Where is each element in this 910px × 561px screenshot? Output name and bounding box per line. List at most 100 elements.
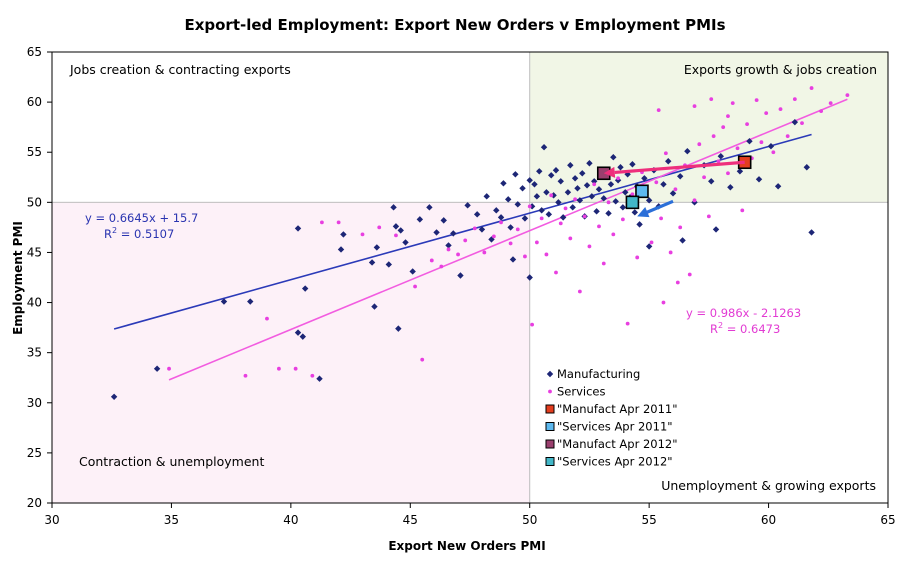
manufacturing-point	[645, 197, 653, 204]
services-point	[726, 114, 730, 119]
services-point	[735, 146, 740, 151]
y-tick-label: 35	[27, 346, 42, 360]
services-point	[678, 225, 683, 230]
manufacturing-point	[397, 227, 404, 234]
manufacturing-point	[402, 239, 409, 246]
manufacturing-point	[538, 207, 545, 214]
legend-label: "Services Apr 2012"	[557, 455, 673, 469]
manufacturing-r2-symbol: R	[104, 227, 112, 241]
manufacturing-point	[727, 184, 734, 191]
services-point	[709, 97, 714, 102]
x-tick-label: 45	[403, 513, 418, 527]
manufacturing-point	[536, 168, 543, 175]
x-tick-label: 50	[522, 513, 537, 527]
services-point	[515, 227, 520, 232]
manufacturing-point	[576, 197, 584, 204]
services-point	[394, 233, 398, 238]
manufacturing-point	[579, 170, 586, 177]
services-point	[243, 373, 248, 378]
manufacturing-point	[755, 176, 763, 183]
services-point	[778, 107, 783, 112]
manufacturing-point	[457, 272, 464, 279]
manufacturing-point	[505, 196, 512, 203]
manufacturing-point	[548, 172, 555, 179]
manufacturing-point	[684, 148, 691, 155]
manufacturing-point	[593, 208, 600, 215]
manufacturing-point	[607, 181, 615, 188]
manufacturing-point	[519, 185, 526, 192]
services-point	[635, 255, 640, 260]
manufacturing-point	[641, 175, 648, 182]
manufacturing-point	[605, 210, 612, 217]
services-trend-equation: y = 0.986x - 2.1263	[686, 306, 801, 320]
manufacturing-point	[426, 204, 433, 211]
services-point	[730, 101, 735, 106]
services-point	[360, 232, 365, 237]
manufacturing-point	[301, 285, 309, 292]
x-tick-label: 30	[44, 513, 59, 527]
manufacturing-point	[622, 189, 629, 196]
manufacturing-point	[514, 201, 521, 208]
services-point	[539, 216, 544, 221]
region-exports-growth-jobs-creation	[529, 51, 889, 203]
services-point	[472, 226, 477, 231]
x-tick-label: 60	[761, 513, 776, 527]
manufacturing-r2-superscript: 2	[112, 226, 117, 235]
manufacturing-point	[665, 158, 672, 165]
x-axis-title: Export New Orders PMI	[388, 539, 545, 553]
manufacturing-trend-r2: R2 = 0.5107	[104, 226, 174, 241]
services-point	[726, 171, 730, 176]
services-point	[167, 366, 171, 371]
services-point	[809, 86, 814, 90]
services-point	[558, 221, 563, 226]
services-point	[534, 240, 539, 245]
manufacturing-point	[712, 226, 720, 233]
legend-marker	[545, 404, 555, 414]
services-point	[456, 252, 460, 257]
legend-label: Manufacturing	[557, 367, 640, 381]
manufacturing-point	[612, 198, 619, 205]
x-tick-label: 35	[164, 513, 179, 527]
services-point	[277, 366, 281, 371]
manufacturing-trend-equation: y = 0.6645x + 15.7	[85, 211, 198, 225]
manufacturing-point	[153, 365, 161, 372]
manufacturing-point	[583, 182, 591, 189]
manufacturing-change-arrow-head	[603, 166, 616, 178]
services-point	[659, 216, 663, 221]
manufacturing-point	[552, 167, 560, 174]
y-tick-label: 20	[27, 496, 42, 510]
manufacturing-point	[636, 221, 643, 228]
services-point	[819, 109, 824, 114]
manufacturing-point	[717, 153, 724, 160]
services-point	[293, 366, 298, 371]
manufacturing-point	[631, 209, 639, 216]
manufacturing-point	[557, 178, 564, 185]
manufacturing-point	[660, 181, 667, 188]
manufacturing-point	[767, 143, 775, 150]
manufacturing-point	[595, 186, 603, 193]
manufacturing-point	[645, 243, 653, 250]
y-tick-label: 45	[27, 245, 42, 259]
manufacturing-point	[567, 162, 574, 169]
manufacturing-point	[559, 214, 567, 221]
services-point	[601, 261, 606, 266]
x-tick-label: 55	[642, 513, 657, 527]
services-point	[668, 250, 673, 255]
manufacturing-point	[464, 202, 471, 209]
legend-marker	[548, 389, 552, 394]
services-point	[568, 236, 573, 241]
manufacturing-point	[679, 237, 686, 244]
manufacturing-point	[586, 160, 593, 167]
y-axis-title: Employment PMI	[11, 221, 25, 335]
services-point	[606, 200, 611, 205]
manufacturing-point	[564, 189, 572, 196]
manufacturing-point	[588, 193, 596, 200]
services-apr-2012-point	[625, 195, 640, 210]
manufacturing-point	[591, 178, 598, 185]
manufacturing-point	[416, 216, 424, 223]
manufacturing-point	[294, 225, 302, 232]
manufacturing-point	[390, 204, 397, 211]
legend-marker	[545, 457, 555, 466]
manufacturing-point	[493, 207, 500, 214]
services-point	[828, 101, 833, 106]
